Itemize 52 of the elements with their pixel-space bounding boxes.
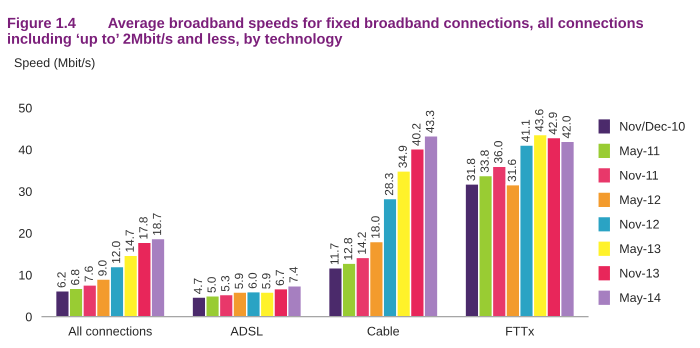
data-label: 5.0: [207, 277, 216, 293]
data-label: 34.9: [398, 146, 407, 168]
data-label: 5.9: [262, 273, 270, 289]
data-label: 18.7: [152, 213, 162, 235]
data-label: 6.7: [276, 270, 284, 286]
data-label: 33.8: [480, 150, 489, 172]
legend-label: Nov-13: [620, 268, 659, 278]
data-label: 9.0: [98, 260, 107, 276]
data-label: 17.8: [139, 217, 148, 239]
legend-label: Nov-11: [620, 170, 658, 180]
y-tick-label: 10: [19, 270, 32, 280]
legend-label: May-14: [620, 293, 661, 305]
data-label: 42.0: [562, 116, 571, 138]
data-label: 31.8: [466, 158, 476, 181]
data-label: 5.9: [234, 273, 244, 289]
data-label: 11.7: [330, 244, 339, 264]
y-tick-label: 0: [26, 312, 32, 322]
y-tick-label: 50: [18, 104, 32, 113]
data-label: 18.0: [371, 216, 380, 238]
x-tick-label: FTTx: [506, 326, 534, 336]
data-label: 36.0: [494, 141, 502, 164]
data-label: 5.3: [221, 276, 230, 292]
data-label: 31.6: [508, 159, 516, 182]
legend-label: May-12: [620, 195, 660, 207]
data-label: 6.2: [57, 272, 66, 288]
chart-title: Figure 1.4 Average broadband speeds for fixed broadband connections, all connections including ‘up to’ 2Mbit/s and less, by technology: [8, 17, 644, 47]
data-label: 6.0: [248, 272, 257, 288]
x-tick-label: ADSL: [230, 326, 263, 336]
y-tick-label: 40: [18, 145, 32, 154]
data-label: 42.9: [548, 112, 558, 134]
y-tick-label: 20: [19, 228, 32, 238]
data-label: 43.6: [535, 109, 544, 132]
data-label: 7.6: [84, 266, 93, 282]
data-label: 6.8: [70, 270, 80, 285]
data-label: 41.1: [522, 120, 530, 142]
legend-label: Nov/Dec-10: [620, 122, 685, 131]
legend-label: May-13: [620, 244, 660, 256]
data-label: 43.3: [426, 110, 434, 133]
x-tick-label: All connections: [68, 326, 152, 336]
data-label: 14.2: [358, 232, 366, 254]
data-label: 40.2: [412, 124, 421, 146]
data-label: 28.3: [384, 173, 394, 196]
data-label: 12.0: [112, 241, 120, 263]
legend-label: Nov-12: [620, 220, 659, 229]
data-label: 7.4: [289, 266, 298, 282]
data-label: 14.7: [126, 230, 134, 252]
x-tick-label: Cable: [368, 326, 400, 336]
y-axis-title: Speed (Mbit/s): [14, 58, 95, 70]
data-label: 12.8: [344, 238, 352, 260]
data-label: 4.7: [194, 278, 202, 294]
y-tick-label: 30: [18, 187, 32, 196]
legend-label: May-11: [620, 146, 660, 158]
